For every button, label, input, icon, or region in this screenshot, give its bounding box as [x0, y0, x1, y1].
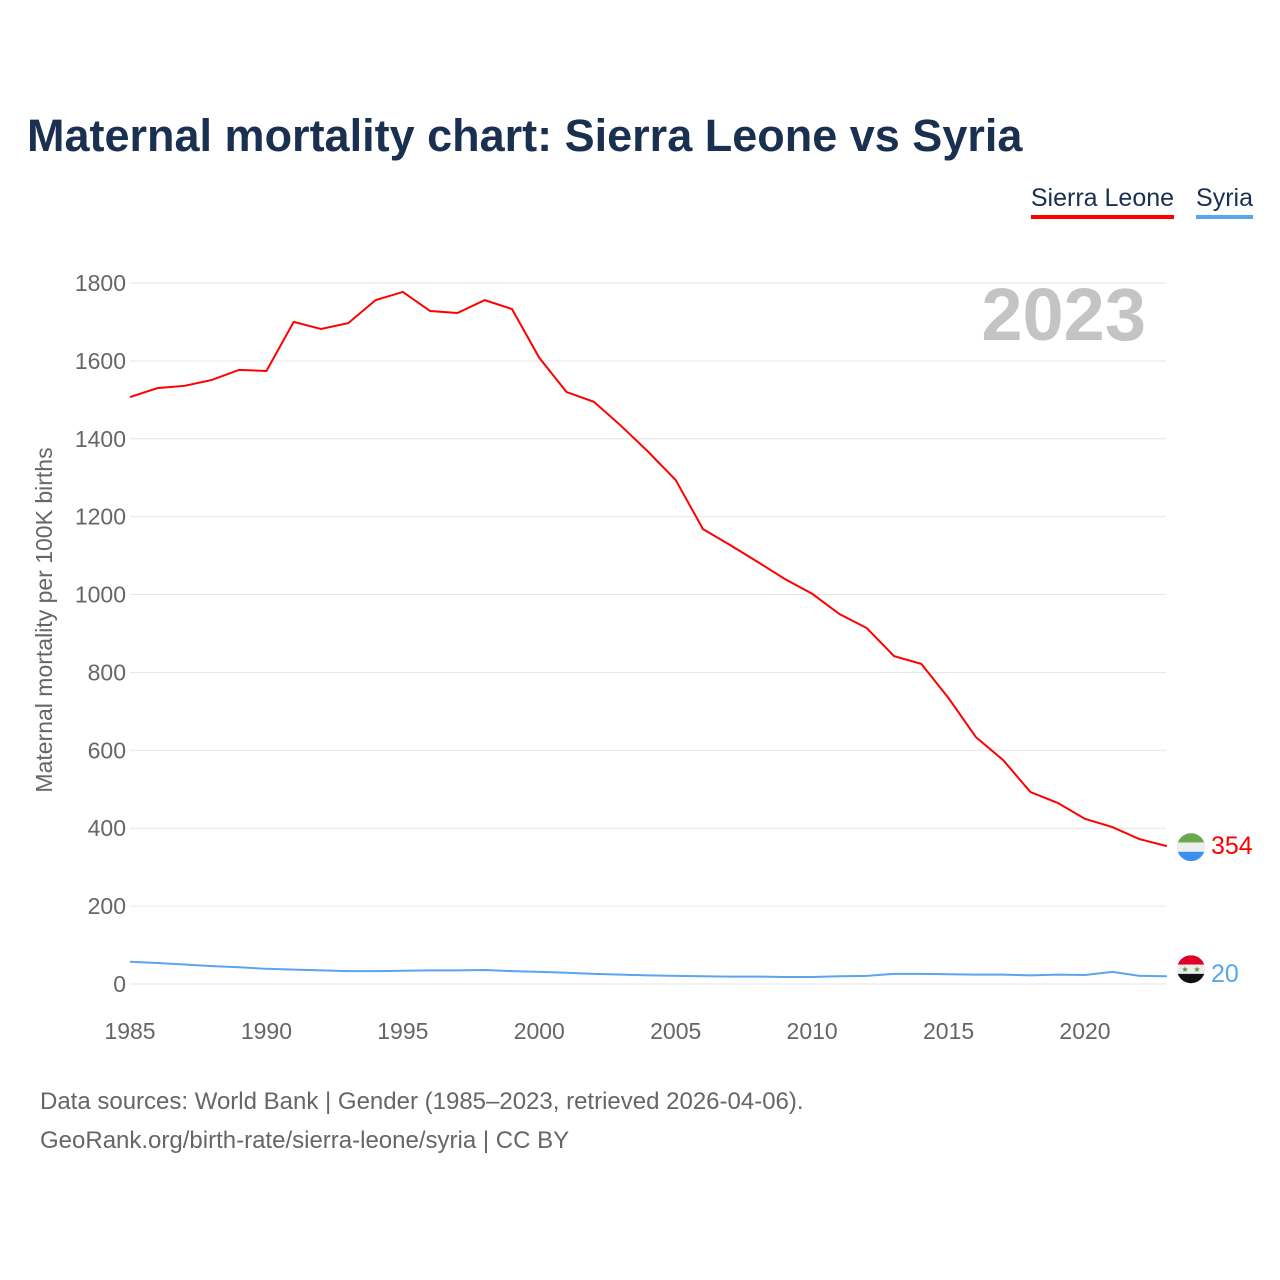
- y-tick-label: 0: [113, 971, 126, 997]
- footer-sources: Data sources: World Bank | Gender (1985–…: [40, 1088, 804, 1115]
- series-line-sierra-leone: [129, 290, 1168, 848]
- x-tick-label: 1995: [377, 1018, 428, 1044]
- y-tick-label: 1600: [75, 348, 126, 374]
- x-tick-label: 1985: [104, 1018, 155, 1044]
- y-tick-label: 600: [88, 737, 126, 763]
- svg-text:★: ★: [1181, 965, 1188, 974]
- chart-title: Maternal mortality chart: Sierra Leone v…: [27, 110, 1023, 161]
- y-tick-label: 1400: [75, 426, 126, 452]
- legend-sierra-leone[interactable]: Sierra Leone: [1030, 184, 1175, 219]
- x-tick-label: 1990: [241, 1018, 292, 1044]
- y-tick-label: 1200: [75, 504, 126, 530]
- y-tick-label: 400: [88, 815, 126, 841]
- series-line-syria: [129, 960, 1167, 978]
- x-tick-label: 2015: [923, 1018, 974, 1044]
- end-value-label: 354: [1211, 832, 1253, 860]
- y-tick-label: 800: [88, 659, 126, 685]
- sierra-leone-flag-icon: [1177, 833, 1205, 862]
- footer-url[interactable]: GeoRank.org/birth-rate/sierra-leone/syri…: [40, 1127, 570, 1154]
- syria-flag-icon: ★ ★: [1177, 955, 1205, 984]
- x-tick-label: 2010: [787, 1018, 838, 1044]
- y-tick-label: 1800: [75, 270, 126, 296]
- x-tick-label: 2020: [1059, 1018, 1110, 1044]
- svg-text:★: ★: [1193, 965, 1200, 974]
- y-axis-label: Maternal mortality per 100K births: [31, 447, 57, 792]
- x-tick-label: 2000: [514, 1018, 565, 1044]
- y-tick-label: 200: [88, 893, 126, 919]
- year-watermark: 2023: [981, 273, 1146, 356]
- legend: Sierra Leone Syria: [1030, 184, 1253, 219]
- end-value-label: 20: [1211, 960, 1239, 988]
- y-tick-label: 1000: [75, 582, 126, 608]
- x-tick-label: 2005: [650, 1018, 701, 1044]
- legend-syria[interactable]: Syria: [1196, 184, 1253, 219]
